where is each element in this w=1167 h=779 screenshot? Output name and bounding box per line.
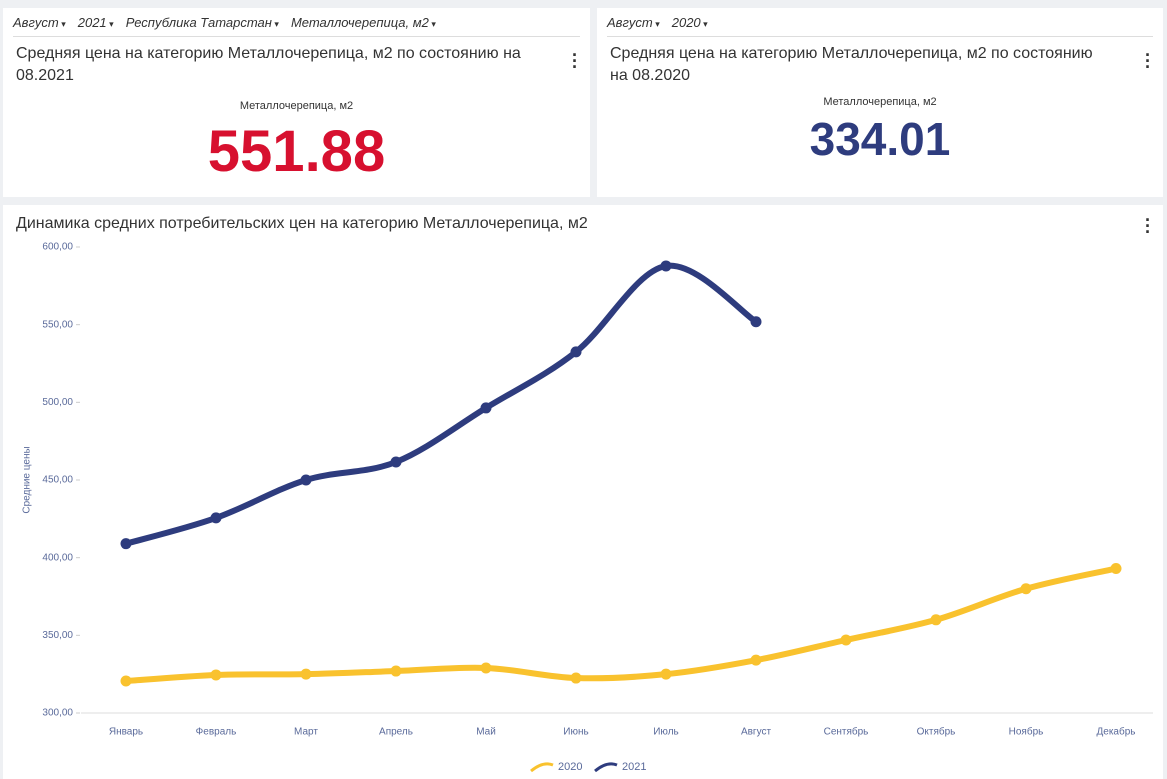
kpi-card: Август 2021 Республика Татарстан Металло… — [3, 8, 590, 197]
data-point — [300, 474, 312, 486]
data-point — [660, 260, 672, 272]
menu-button[interactable]: · · · — [572, 45, 578, 77]
legend-swatch[interactable] — [530, 762, 554, 773]
kpi-value: 551.88 — [207, 119, 386, 184]
x-tick-label: Октябрь — [917, 726, 956, 738]
data-point — [120, 538, 132, 550]
y-tick-label: 600,00 — [42, 242, 73, 253]
data-point — [570, 672, 582, 684]
filter-bar: Август 2021 Республика Татарстан Металло… — [13, 8, 580, 37]
data-point — [210, 512, 222, 524]
data-point — [480, 402, 492, 414]
chart-card: · · · Динамика средних потребительских цен… — [3, 205, 1163, 779]
kpi-card: Август 2020 Средняя цена на категорию Ме… — [597, 8, 1163, 197]
kpi-label: Металлочерепица, м2 — [239, 100, 354, 112]
y-tick-label: 400,00 — [42, 552, 73, 563]
data-point — [660, 668, 672, 680]
kpi-value: 334.01 — [809, 113, 951, 165]
legend-label[interactable]: 2021 — [622, 761, 646, 773]
legend-swatch[interactable] — [594, 762, 618, 773]
filter[interactable]: Август — [607, 15, 660, 30]
x-tick-label: Июль — [653, 727, 679, 738]
filter[interactable]: Металлочерепица, м2 — [291, 15, 436, 30]
data-point — [210, 669, 222, 681]
x-tick-label: Август — [741, 727, 772, 738]
data-point — [840, 634, 852, 646]
y-tick-label: 350,00 — [42, 630, 73, 641]
data-point — [750, 654, 762, 666]
y-tick-label: 550,00 — [42, 319, 73, 330]
kpi-label: Металлочерепица, м2 — [823, 96, 937, 108]
filter[interactable]: 2021 — [78, 15, 114, 30]
x-tick-label: Февраль — [196, 727, 237, 738]
legend-label[interactable]: 2020 — [558, 761, 582, 773]
filter[interactable]: Республика Татарстан — [126, 15, 279, 30]
x-tick-label: Май — [476, 727, 496, 738]
y-axis-title: Средние цены — [22, 446, 33, 513]
data-point — [750, 316, 762, 328]
data-point — [930, 614, 942, 626]
y-tick-label: 450,00 — [42, 475, 73, 486]
data-point — [570, 346, 582, 358]
data-point — [300, 668, 312, 680]
x-tick-label: Сентябрь — [824, 726, 869, 738]
data-point — [390, 456, 402, 468]
filter-bar: Август 2020 — [607, 8, 1153, 37]
filter[interactable]: 2020 — [672, 15, 708, 30]
card-title: Средняя цена на категорию Металлочерепиц… — [610, 45, 1093, 84]
data-point — [1110, 563, 1122, 575]
x-tick-label: Апрель — [379, 727, 413, 738]
y-tick-label: 300,00 — [42, 708, 73, 719]
data-point — [480, 662, 492, 674]
data-point — [1020, 583, 1032, 595]
card-title: Средняя цена на категорию Металлочерепиц… — [16, 45, 521, 84]
data-point — [120, 675, 132, 687]
filter[interactable]: Август — [13, 15, 66, 30]
series-line — [123, 565, 1119, 685]
menu-button[interactable]: · · · — [1145, 45, 1151, 77]
chart-title: Динамика средних потребительских цен на … — [16, 215, 588, 232]
menu-button[interactable]: · · · — [1145, 210, 1151, 242]
x-tick-label: Ноябрь — [1009, 726, 1044, 738]
data-point — [390, 665, 402, 677]
y-tick-label: 500,00 — [42, 397, 73, 408]
x-tick-label: Март — [294, 727, 318, 738]
x-tick-label: Июнь — [563, 727, 588, 738]
x-tick-label: Декабрь — [1097, 726, 1136, 738]
x-tick-label: Январь — [109, 727, 143, 738]
series-line — [123, 262, 759, 547]
chart: Динамика средних потребительских цен на … — [16, 215, 1153, 773]
